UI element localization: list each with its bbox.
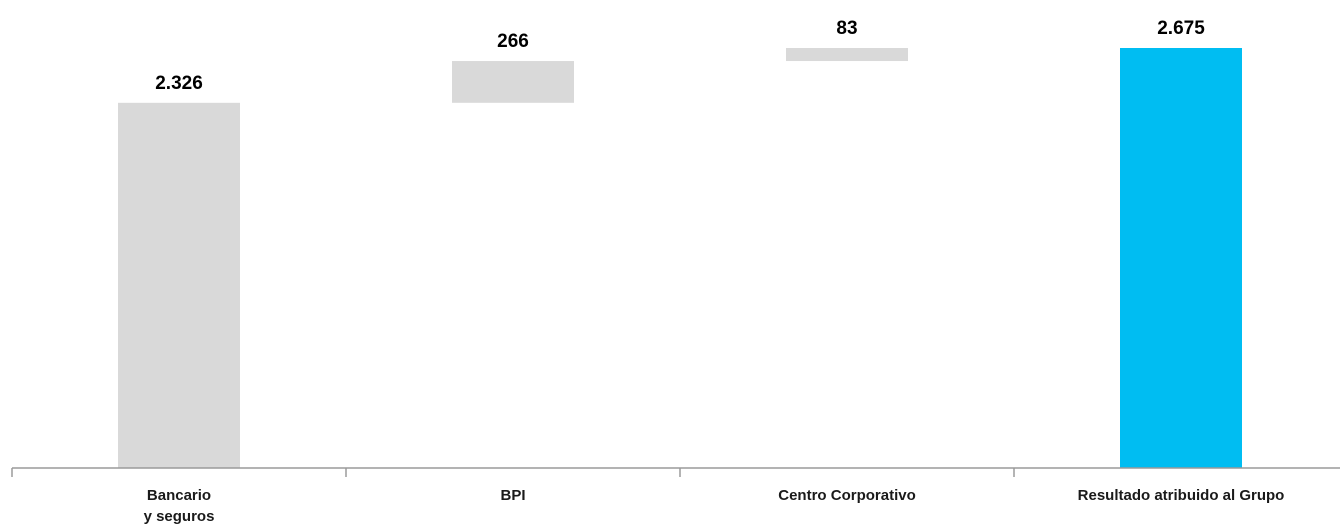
category-label-2: BPI: [500, 487, 525, 504]
bar-1: [118, 102, 240, 468]
x-axis: [11, 467, 1340, 477]
category-label-4: Resultado atribuido al Grupo: [1078, 487, 1285, 504]
value-label-4: 2.675: [1157, 18, 1205, 39]
category-label-1-line-1: Bancario: [147, 487, 211, 504]
bar-4: [1120, 48, 1242, 468]
bar-2: [452, 61, 574, 103]
value-label-2: 266: [497, 31, 529, 52]
value-label-1: 2.326: [155, 73, 203, 94]
bar-3: [786, 48, 908, 62]
category-labels-group: Bancario y seguros BPI Centro Corporativo Re…: [144, 487, 1285, 525]
value-label-3: 83: [836, 18, 857, 39]
value-labels-group: 2.326 266 83 2.675: [155, 18, 1205, 94]
bars-group: [118, 48, 1242, 468]
category-label-3: Centro Corporativo: [778, 487, 916, 504]
category-label-1-line-2: y seguros: [144, 508, 215, 525]
